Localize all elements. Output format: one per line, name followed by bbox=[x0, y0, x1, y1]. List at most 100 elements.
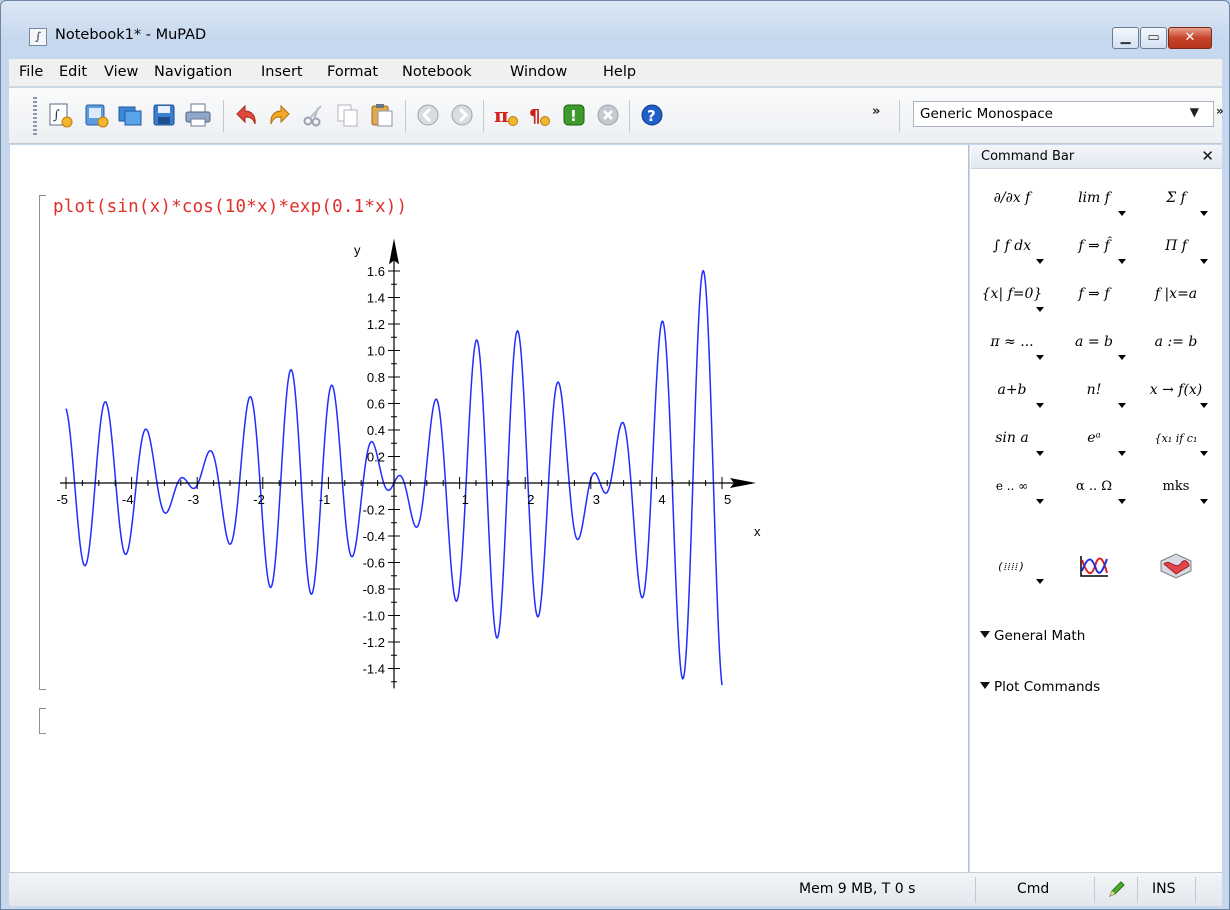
svg-text:!: ! bbox=[570, 107, 577, 125]
status-mode[interactable]: Cmd bbox=[1017, 881, 1050, 897]
cmd-limit[interactable]: lim f bbox=[1058, 175, 1130, 221]
close-icon[interactable]: ✕ bbox=[1201, 147, 1214, 165]
font-select[interactable]: Generic Monospace ▼ bbox=[913, 101, 1214, 127]
section-label: General Math bbox=[994, 628, 1086, 644]
menu-edit[interactable]: Edit bbox=[59, 64, 88, 80]
section-plot-commands[interactable]: Plot Commands bbox=[980, 679, 1100, 695]
copy-icon[interactable] bbox=[333, 100, 363, 130]
open-icon[interactable] bbox=[115, 100, 145, 130]
cmd-label: sin a bbox=[995, 430, 1029, 446]
svg-text:(⁞⁞⁞⁞): (⁞⁞⁞⁞) bbox=[997, 560, 1025, 573]
y-tick-label: 0.2 bbox=[367, 450, 385, 465]
x-axis-arrow bbox=[730, 478, 756, 488]
status-bar: Mem 9 MB, T 0 s Cmd INS bbox=[9, 872, 1222, 906]
cmd-label: Π f bbox=[1165, 238, 1187, 254]
status-insert-mode[interactable]: INS bbox=[1152, 881, 1176, 897]
print-icon[interactable] bbox=[183, 100, 213, 130]
status-separator bbox=[1094, 877, 1095, 903]
y-tick-label: -1.0 bbox=[363, 609, 385, 624]
input-command[interactable]: plot(sin(x)*cos(10*x)*exp(0.1*x)) bbox=[53, 197, 408, 217]
y-tick-label: -0.2 bbox=[363, 503, 385, 518]
pencil-icon[interactable] bbox=[1107, 879, 1127, 903]
chevron-down-icon bbox=[1118, 403, 1126, 408]
cell-bracket[interactable] bbox=[39, 195, 46, 690]
cmd-approx[interactable]: π ≈ ... bbox=[976, 319, 1048, 365]
cmd-label: x → f(x) bbox=[1149, 382, 1203, 398]
chevron-down-icon bbox=[1036, 307, 1044, 312]
plot-2d-icon[interactable] bbox=[1058, 543, 1130, 589]
cmd-sum[interactable]: Σ f bbox=[1140, 175, 1212, 221]
y-tick-label: -1.4 bbox=[363, 662, 385, 677]
y-tick-label: 1.6 bbox=[367, 264, 385, 279]
menu-file[interactable]: File bbox=[19, 64, 44, 80]
new-editor-icon[interactable] bbox=[81, 100, 111, 130]
section-general-math[interactable]: General Math bbox=[980, 628, 1085, 644]
undo-icon[interactable] bbox=[231, 100, 261, 130]
cmd-label: Σ f bbox=[1166, 190, 1186, 206]
font-toolbar-overflow-chevron[interactable]: » bbox=[1216, 104, 1224, 118]
y-tick-label: -1.2 bbox=[363, 635, 385, 650]
pi-icon[interactable]: π bbox=[491, 100, 521, 130]
cmd-transform[interactable]: f ⇒ f̂ bbox=[1058, 223, 1130, 269]
cmd-equation[interactable]: a = b bbox=[1058, 319, 1130, 365]
paragraph-icon[interactable]: ¶ bbox=[525, 100, 555, 130]
cmd-label: α .. Ω bbox=[1075, 478, 1113, 494]
new-notebook-icon[interactable]: ∫ bbox=[45, 100, 75, 130]
stop-icon[interactable] bbox=[593, 100, 623, 130]
close-button[interactable]: ✕ bbox=[1168, 27, 1212, 49]
cmd-integral[interactable]: ∫ f dx bbox=[976, 223, 1048, 269]
save-icon[interactable] bbox=[149, 100, 179, 130]
x-tick-label: -5 bbox=[56, 492, 68, 507]
toolbar-grip[interactable] bbox=[33, 97, 37, 135]
forward-icon[interactable] bbox=[447, 100, 477, 130]
menu-insert[interactable]: Insert bbox=[261, 64, 303, 80]
toolbar-separator bbox=[899, 100, 900, 132]
y-tick-label: -0.6 bbox=[363, 556, 385, 571]
cmd-units[interactable]: mks bbox=[1140, 463, 1212, 509]
cmd-function[interactable]: x → f(x) bbox=[1140, 367, 1212, 413]
plot-2d[interactable]: -5 -4 -3 -2 -1 1 2 3 4 5 1.6 1.4 1.2 1.0 0.8 0.6 0.4 0.2 -… bbox=[10, 145, 969, 872]
matrix-icon[interactable]: (⁞⁞⁞⁞) bbox=[976, 543, 1048, 589]
plot-3d-icon[interactable] bbox=[1140, 543, 1212, 589]
chevron-down-icon bbox=[1118, 355, 1126, 360]
cmd-assign[interactable]: a := b bbox=[1140, 319, 1212, 365]
menu-help[interactable]: Help bbox=[603, 64, 637, 80]
cmd-solve[interactable]: {x| f=0} bbox=[976, 271, 1048, 317]
menu-format[interactable]: Format bbox=[327, 64, 379, 80]
menu-window[interactable]: Window bbox=[510, 64, 568, 80]
minimize-button[interactable]: ▁ bbox=[1112, 27, 1139, 49]
x-tick-label: -1 bbox=[319, 492, 331, 507]
cmd-factorial[interactable]: n! bbox=[1058, 367, 1130, 413]
cmd-label: f ⇒ f bbox=[1078, 286, 1110, 302]
back-icon[interactable] bbox=[413, 100, 443, 130]
cmd-derivative[interactable]: ∂/∂x f bbox=[976, 175, 1048, 221]
help-icon[interactable]: ? bbox=[637, 100, 667, 130]
chevron-down-icon bbox=[1200, 211, 1208, 216]
maximize-button[interactable]: ▭ bbox=[1140, 27, 1167, 49]
cmd-piecewise[interactable]: {x₁ if c₁ bbox=[1140, 415, 1212, 461]
menu-navigation[interactable]: Navigation bbox=[154, 64, 233, 80]
redo-icon[interactable] bbox=[265, 100, 295, 130]
cmd-label: a+b bbox=[997, 382, 1027, 398]
cmd-product[interactable]: Π f bbox=[1140, 223, 1212, 269]
cmd-simplify[interactable]: f ⇒ f bbox=[1058, 271, 1130, 317]
window-title: Notebook1* - MuPAD bbox=[55, 27, 207, 43]
cmd-evaluate-at[interactable]: f |x=a bbox=[1140, 271, 1212, 317]
paste-icon[interactable] bbox=[367, 100, 397, 130]
cmd-constants[interactable]: e .. ∞ bbox=[976, 463, 1048, 509]
svg-text:∫: ∫ bbox=[53, 108, 60, 123]
menu-view[interactable]: View bbox=[104, 64, 139, 80]
menu-notebook[interactable]: Notebook bbox=[402, 64, 472, 80]
cmd-arithmetic[interactable]: a+b bbox=[976, 367, 1048, 413]
cmd-greek[interactable]: α .. Ω bbox=[1058, 463, 1130, 509]
empty-cell-bracket[interactable] bbox=[39, 708, 46, 734]
toolbar-overflow-chevron[interactable]: » bbox=[872, 104, 881, 119]
cmd-label: f |x=a bbox=[1154, 286, 1198, 302]
cut-icon[interactable] bbox=[299, 100, 329, 130]
cmd-exp[interactable]: eᵃ bbox=[1058, 415, 1130, 461]
chevron-down-icon bbox=[1036, 355, 1044, 360]
cmd-trig[interactable]: sin a bbox=[976, 415, 1048, 461]
notebook-area[interactable]: plot(sin(x)*cos(10*x)*exp(0.1*x)) -5 -4 -3… bbox=[10, 145, 969, 872]
evaluate-icon[interactable]: ! bbox=[559, 100, 589, 130]
x-tick-label: 4 bbox=[658, 492, 665, 507]
